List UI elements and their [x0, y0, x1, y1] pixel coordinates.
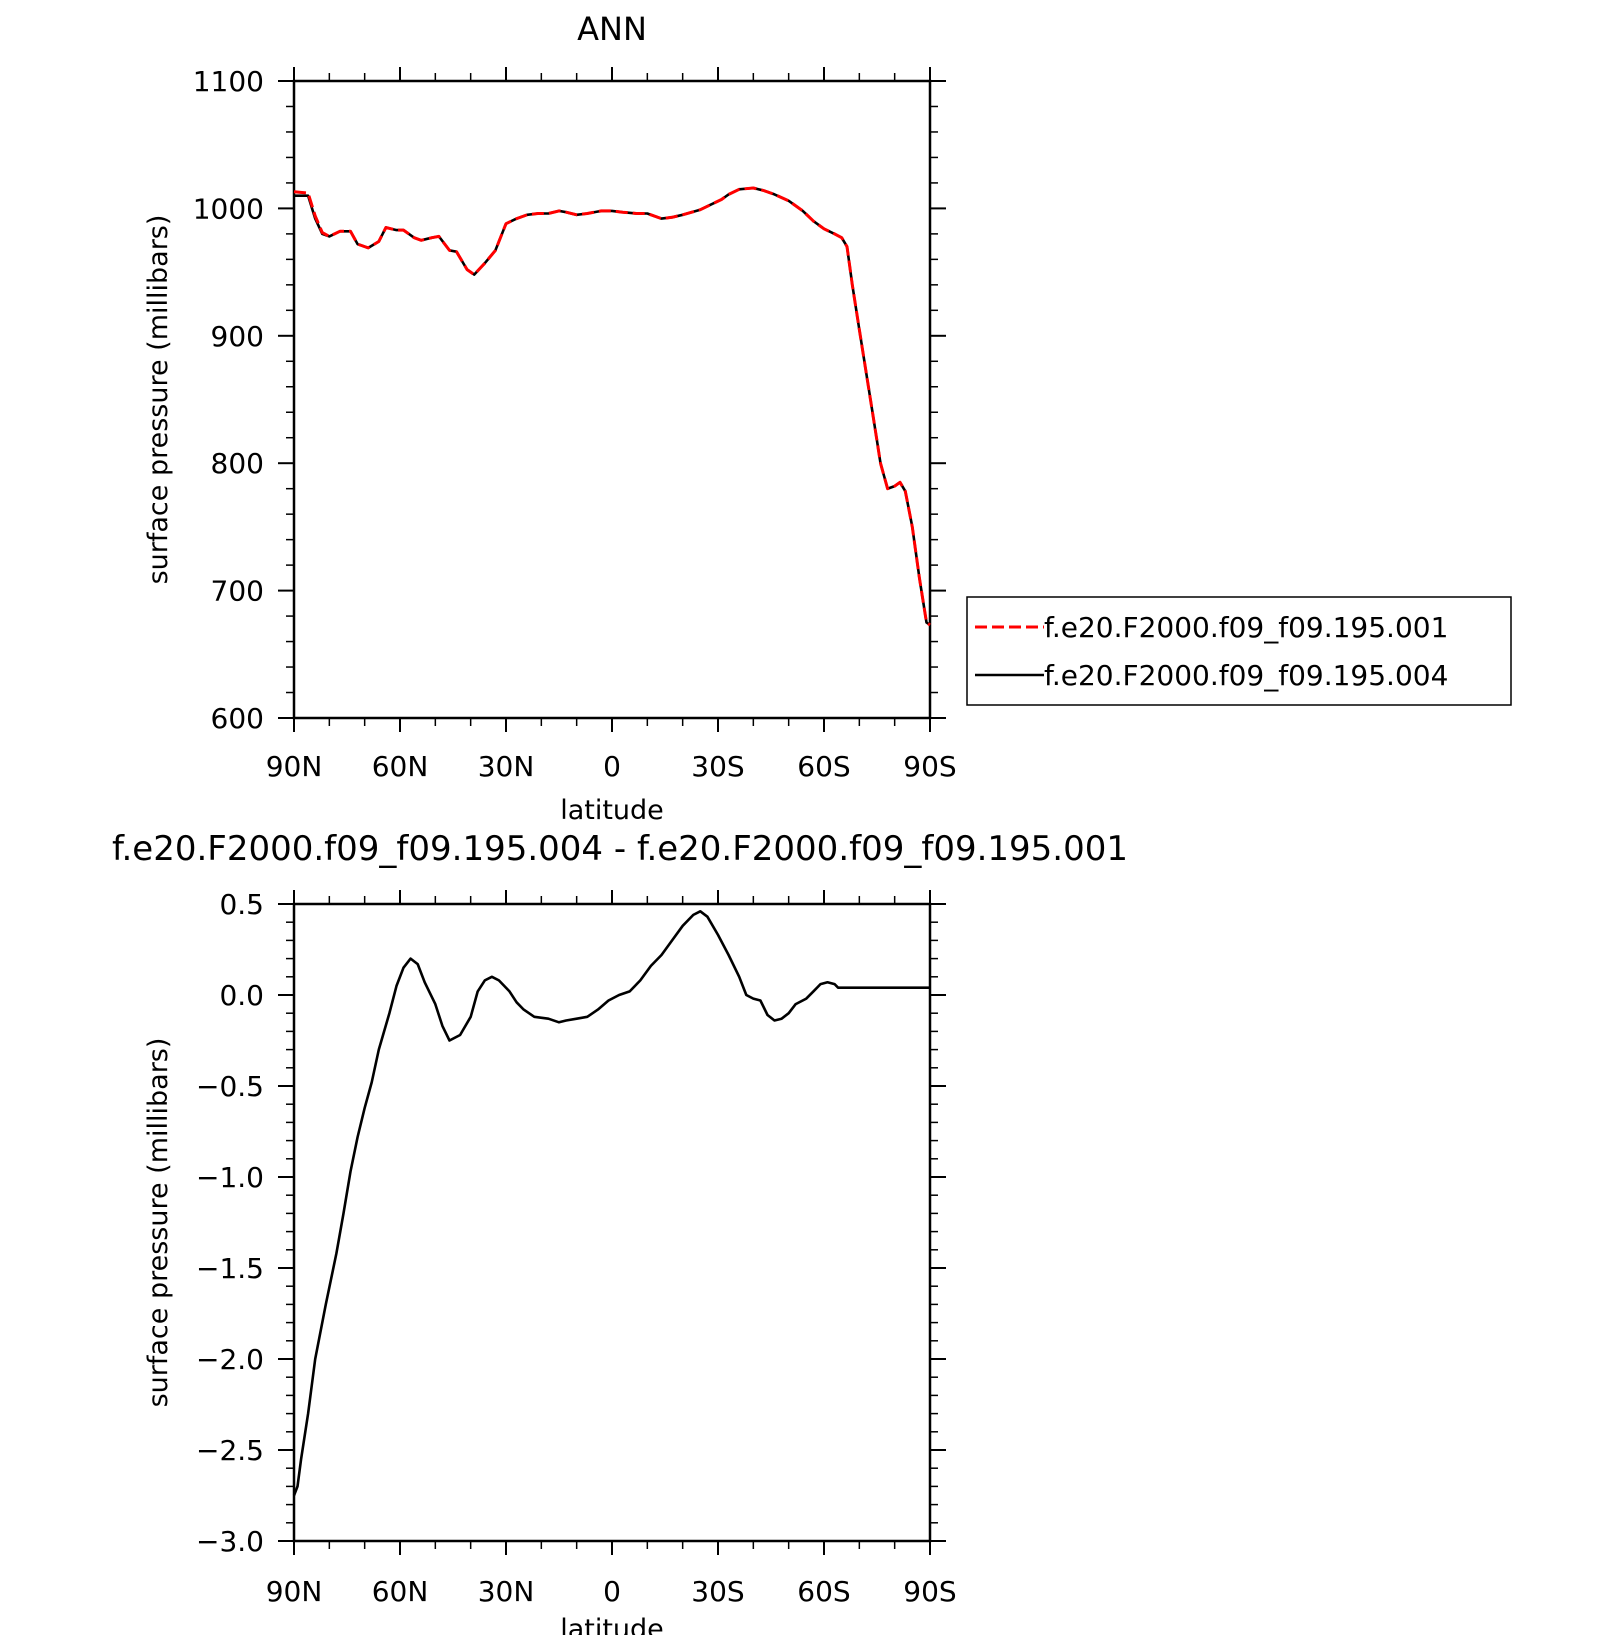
x-tick-label: 60N [372, 750, 429, 783]
legend-label-004: f.e20.F2000.f09_f09.195.004 [1044, 659, 1448, 692]
y-tick-label: −0.5 [196, 1070, 264, 1103]
y-tick-label: 1000 [193, 192, 264, 225]
x-tick-label: 30N [478, 750, 535, 783]
x-tick-label: 60S [797, 750, 850, 783]
y-tick-label: 0.0 [219, 979, 264, 1012]
x-tick-label: 0 [603, 750, 621, 783]
legend: f.e20.F2000.f09_f09.195.001 f.e20.F2000.… [966, 596, 1512, 706]
legend-box [966, 596, 1512, 706]
y-tick-label: 800 [211, 447, 264, 480]
bottom-y-axis-label: surface pressure (millibars) [143, 1038, 174, 1408]
x-tick-label: 30S [691, 1575, 744, 1608]
top-chart-title: ANN [577, 10, 647, 48]
x-tick-label: 60S [797, 1575, 850, 1608]
top-plot-area: 90N 60N 30N 0 30S 60S 90S 600 700 800 900 1000 1100 [193, 65, 957, 783]
x-tick-label: 90N [266, 1575, 323, 1608]
series-line-1-0 [292, 909, 930, 1496]
top-panel: ANN 90N 60N 30N 0 30S 60S 90S 600 700 800 900 1000 1… [143, 10, 957, 826]
legend-label-001: f.e20.F2000.f09_f09.195.001 [1044, 611, 1448, 644]
top-x-axis-label: latitude [560, 795, 664, 826]
series-line-0-1 [293, 186, 931, 627]
y-tick-label: −2.5 [196, 1434, 264, 1467]
bottom-chart-title: f.e20.F2000.f09_f09.195.004 - f.e20.F200… [112, 829, 1128, 869]
y-tick-label: 600 [211, 702, 264, 735]
bottom-x-axis-label: latitude [560, 1614, 664, 1635]
x-tick-label: 90N [266, 750, 323, 783]
y-tick-label: 700 [211, 575, 264, 608]
x-tick-label: 90S [903, 1575, 956, 1608]
y-tick-label: −1.0 [196, 1161, 264, 1194]
top-y-axis-label: surface pressure (millibars) [143, 215, 174, 585]
plot-frame [292, 79, 932, 720]
y-tick-label: −3.0 [196, 1525, 264, 1558]
y-tick-label: 0.5 [219, 888, 264, 921]
y-tick-label: −1.5 [196, 1252, 264, 1285]
bottom-plot-area: 90N 60N 30N 0 30S 60S 90S 0.5 0.0 −0.5 −1.0 −1.5 −2.… [196, 888, 957, 1608]
bottom-panel: f.e20.F2000.f09_f09.195.004 - f.e20.F200… [112, 829, 1128, 1635]
x-tick-label: 0 [603, 1575, 621, 1608]
x-tick-label: 30N [478, 1575, 535, 1608]
x-tick-label: 90S [903, 750, 956, 783]
x-tick-label: 30S [691, 750, 744, 783]
series-line-0-0 [294, 186, 931, 627]
y-tick-label: 1100 [193, 65, 264, 98]
x-tick-label: 60N [372, 1575, 429, 1608]
y-tick-label: −2.0 [196, 1343, 264, 1376]
y-tick-label: 900 [211, 320, 264, 353]
